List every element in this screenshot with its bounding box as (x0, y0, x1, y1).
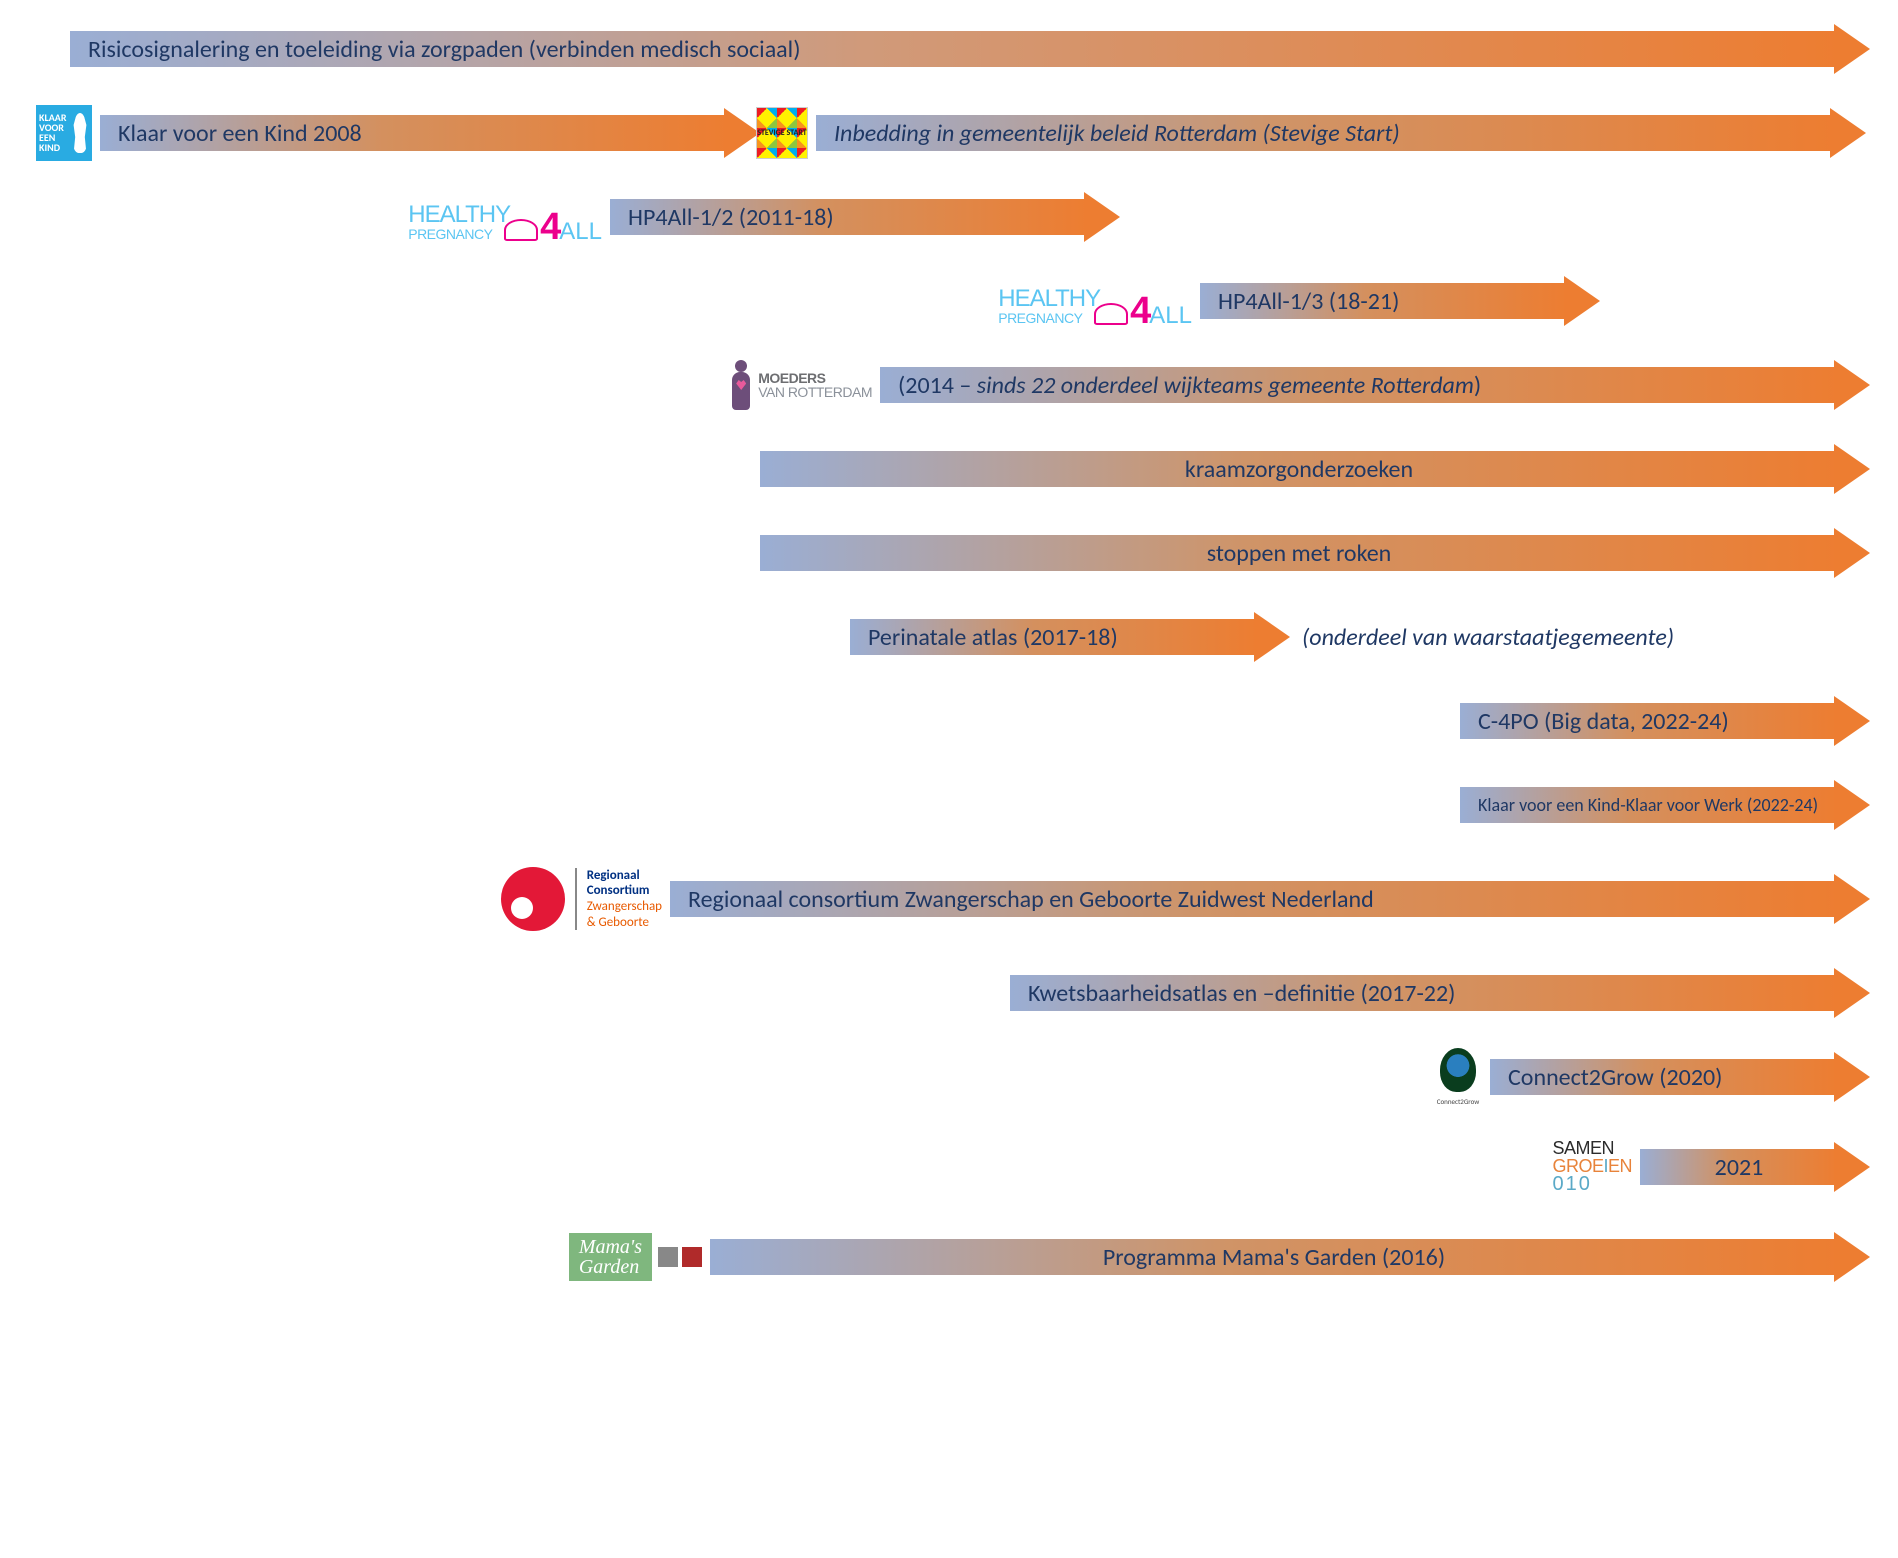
label-klaarwerk: Klaar voor een Kind-Klaar voor Werk (202… (1478, 795, 1818, 816)
row-kraam: kraamzorgonderzoeken (30, 440, 1868, 498)
hp4all-logo-2-icon: HEALTHY PREGNANCY 4 ALL (998, 277, 1192, 325)
label-consortium: Regionaal consortium Zwangerschap en Geb… (688, 885, 1374, 914)
mamas-garden-logo-icon: Mama's Garden (569, 1233, 652, 1281)
moeders-l2: VAN ROTTERDAM (758, 384, 872, 400)
arrow-risico: Risicosignalering en toeleiding via zorg… (70, 24, 1870, 74)
logo-c2g-slot (30, 1048, 1490, 1106)
arrow-hp4all12: HP4All-1/2 (2011-18) (610, 192, 1120, 242)
row-perinatale: Perinatale atlas (2017-18) (onderdeel va… (30, 608, 1868, 666)
label-perinatale-out: (onderdeel van waarstaatjegemeente) (1302, 623, 1674, 652)
connect2grow-logo-icon (1434, 1048, 1482, 1106)
moeders-italic: sinds 22 onderdeel wijkteams gemeente Ro… (977, 371, 1474, 400)
rc-l4: & Geboorte (587, 915, 662, 931)
arrow-hp4all13: HP4All-1/3 (18-21) (1200, 276, 1600, 326)
row-consortium: Regionaal Consortium Zwangerschap & Gebo… (30, 860, 1868, 938)
row-kwets: Kwetsbaarheidsatlas en –definitie (2017-… (30, 964, 1868, 1022)
klaar-kind-logo-icon: KLAARVOOREENKIND (36, 105, 92, 161)
row-hp4all13: HEALTHY PREGNANCY 4 ALL HP4All-1/3 (18-2… (30, 272, 1868, 330)
hp4all2-top: HEALTHY (998, 285, 1100, 312)
row-c2g: Connect2Grow (2020) (30, 1048, 1868, 1106)
hp4all2-bottom: PREGNANCY (998, 311, 1100, 325)
arrow-c4po: C-4PO (Big data, 2022-24) (1460, 696, 1870, 746)
hp4all-bottom: PREGNANCY (408, 227, 510, 241)
arrow-kwets: Kwetsbaarheidsatlas en –definitie (2017-… (1010, 968, 1870, 1018)
label-hp4all12: HP4All-1/2 (2011-18) (628, 203, 834, 232)
logo-hp4all12-slot: HEALTHY PREGNANCY 4 ALL (30, 193, 610, 241)
rc-l2: Consortium (587, 883, 662, 899)
arrow-roken: stoppen met roken (760, 528, 1870, 578)
label-roken: stoppen met roken (1207, 539, 1392, 568)
row-klaar2008: KLAARVOOREENKIND Klaar voor een Kind 200… (30, 104, 1868, 162)
samen-groeien-logo-icon: SAMEN GROEIEN 010 (1552, 1140, 1632, 1193)
hp4all-all: ALL (559, 222, 602, 241)
row-mamas: Mama's Garden Programma Mama's Garden (2… (30, 1228, 1868, 1286)
row-roken: stoppen met roken (30, 524, 1868, 582)
regionaal-consortium-logo-icon: Regionaal Consortium Zwangerschap & Gebo… (501, 864, 662, 934)
label-risico: Risicosignalering en toeleiding via zorg… (88, 35, 800, 64)
arrow-klaarwerk: Klaar voor een Kind-Klaar voor Werk (202… (1460, 780, 1870, 830)
label-samen: 2021 (1715, 1153, 1764, 1182)
label-perinatale: Perinatale atlas (2017-18) (868, 623, 1118, 652)
label-mamas: Programma Mama's Garden (2016) (1103, 1243, 1445, 1272)
label-kwets: Kwetsbaarheidsatlas en –definitie (2017-… (1028, 979, 1455, 1008)
arrow-klaar2008: Klaar voor een Kind 2008 (100, 108, 760, 158)
arrow-kraam: kraamzorgonderzoeken (760, 444, 1870, 494)
row-klaarwerk: Klaar voor een Kind-Klaar voor Werk (202… (30, 776, 1868, 834)
arrow-moeders: (2014 – sinds 22 onderdeel wijkteams gem… (880, 360, 1870, 410)
mamas-l2: Garden (579, 1257, 642, 1277)
hp4all-logo-icon: HEALTHY PREGNANCY 4 ALL (408, 193, 602, 241)
rc-l1: Regionaal (587, 868, 662, 884)
logo-moeders-slot: MOEDERS VAN ROTTERDAM (30, 360, 880, 410)
row-risico: Risicosignalering en toeleiding via zorg… (30, 20, 1868, 78)
label-c4po: C-4PO (Big data, 2022-24) (1478, 707, 1729, 736)
logo-hp4all13-slot: HEALTHY PREGNANCY 4 ALL (30, 277, 1200, 325)
label-stevige: Inbedding in gemeentelijk beleid Rotterd… (834, 119, 1400, 148)
row-hp4all12: HEALTHY PREGNANCY 4 ALL HP4All-1/2 (2011… (30, 188, 1868, 246)
label-klaar2008: Klaar voor een Kind 2008 (118, 119, 362, 148)
label-hp4all13: HP4All-1/3 (18-21) (1218, 287, 1399, 316)
row-moeders: MOEDERS VAN ROTTERDAM (2014 – sinds 22 o… (30, 356, 1868, 414)
moeders-pre: (2014 – (898, 371, 977, 400)
stevige-start-logo-icon: STEVIGE START (756, 107, 808, 159)
logo-klaar-kind-slot: KLAARVOOREENKIND (30, 105, 100, 161)
samen-l3: 010 (1552, 1175, 1632, 1194)
moeders-tail: ) (1474, 371, 1481, 400)
stevige-text: STEVIGE START (757, 129, 807, 137)
arrow-stevige: Inbedding in gemeentelijk beleid Rotterd… (816, 108, 1866, 158)
logo-rc-slot: Regionaal Consortium Zwangerschap & Gebo… (30, 864, 670, 934)
hp4all2-all: ALL (1149, 306, 1192, 325)
arrow-mamas: Programma Mama's Garden (2016) (710, 1232, 1870, 1282)
label-c2g: Connect2Grow (2020) (1508, 1063, 1722, 1092)
arrow-consortium: Regionaal consortium Zwangerschap en Geb… (670, 874, 1870, 924)
arrow-samen: 2021 (1640, 1142, 1870, 1192)
arrow-c2g: Connect2Grow (2020) (1490, 1052, 1870, 1102)
logo-samen-slot: SAMEN GROEIEN 010 (30, 1140, 1640, 1193)
mamas-l1: Mama's (579, 1237, 642, 1257)
row-c4po: C-4PO (Big data, 2022-24) (30, 692, 1868, 750)
samen-l2c: EN (1608, 1156, 1632, 1176)
moeders-logo-icon: MOEDERS VAN ROTTERDAM (730, 360, 872, 410)
label-kraam: kraamzorgonderzoeken (1185, 455, 1413, 484)
mamas-extra-icon (658, 1247, 702, 1267)
rc-l3: Zwangerschap (587, 899, 662, 915)
logo-mamas-slot: Mama's Garden (30, 1233, 710, 1281)
arrow-perinatale: Perinatale atlas (2017-18) (850, 612, 1290, 662)
row-samen: SAMEN GROEIEN 010 2021 (30, 1132, 1868, 1202)
label-moeders: (2014 – sinds 22 onderdeel wijkteams gem… (898, 371, 1481, 400)
moeders-l1: MOEDERS (758, 371, 872, 385)
hp4all-top: HEALTHY (408, 201, 510, 228)
